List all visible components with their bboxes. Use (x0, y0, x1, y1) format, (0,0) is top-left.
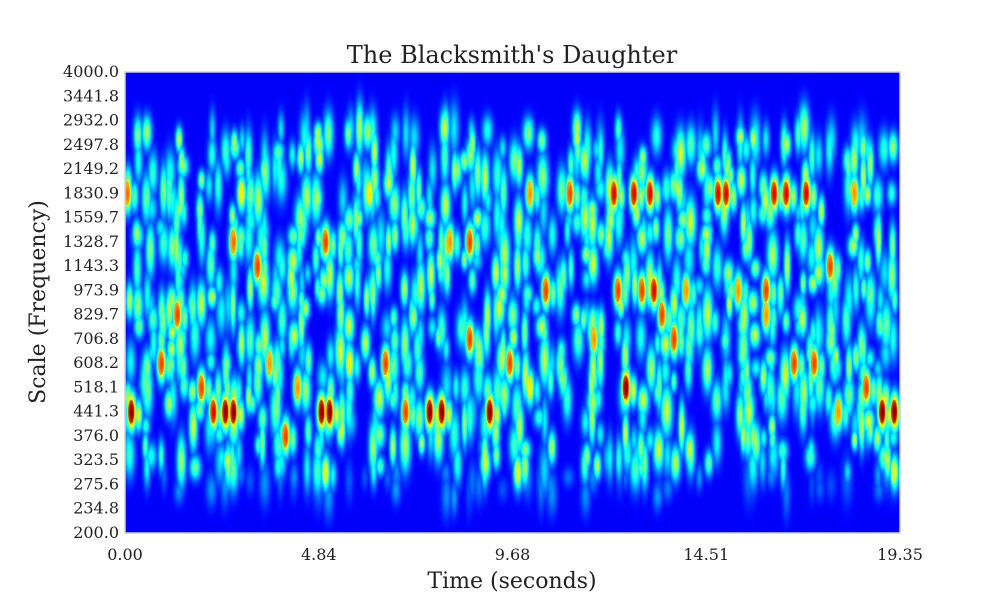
heatmap-hotspot (254, 254, 261, 279)
x-tick-label: 14.51 (683, 545, 729, 564)
y-tick-label: 1328.7 (63, 232, 119, 251)
heatmap-hotspot (238, 181, 245, 206)
heatmap-hotspot (198, 375, 205, 400)
heatmap-hotspot (210, 399, 217, 424)
x-axis-ticks: 0.00 4.84 9.68 14.51 19.35 (107, 545, 923, 564)
heatmap-hotspot (890, 460, 897, 485)
heatmap-hotspot (322, 229, 329, 254)
heatmap-hotspot (125, 181, 131, 206)
heatmap-hotspot (850, 181, 857, 206)
x-tick-label: 0.00 (107, 545, 143, 564)
heatmap-hotspot (790, 351, 797, 376)
y-tick-label: 441.3 (73, 402, 119, 421)
heatmap-hotspot (466, 326, 473, 351)
y-tick-label: 234.8 (73, 499, 119, 518)
heatmap-hotspot (346, 351, 353, 376)
chart-title: The Blacksmith's Daughter (347, 41, 678, 69)
heatmap-hotspot (486, 399, 493, 424)
y-tick-label: 1143.3 (63, 256, 119, 275)
heatmap-hotspot (266, 351, 273, 376)
y-tick-label: 200.0 (73, 523, 119, 542)
heatmap-hotspot (658, 302, 665, 327)
heatmap-hotspot (810, 351, 817, 376)
heatmap-hotspot (722, 181, 729, 206)
y-tick-label: 973.9 (73, 280, 119, 299)
heatmap-hotspot (614, 278, 621, 303)
heatmap-hotspot (322, 460, 329, 485)
plot-area (124, 71, 901, 534)
heatmap-hotspot (382, 351, 389, 376)
y-tick-label: 275.6 (73, 474, 119, 493)
heatmap-hotspot (734, 278, 741, 303)
heatmap-hotspot (590, 326, 597, 351)
y-tick-label: 323.5 (73, 450, 119, 469)
heatmap-hotspot (526, 375, 533, 400)
heatmap-hotspot (294, 375, 301, 400)
heatmap-hotspot (230, 229, 237, 254)
heatmap-hotspot (890, 399, 897, 424)
heatmap-hotspot (826, 254, 833, 279)
heatmap-hotspot (128, 399, 135, 424)
heatmap-hotspot (426, 399, 433, 424)
heatmap-hotspot (802, 181, 809, 206)
heatmap-image (125, 72, 900, 533)
heatmap-hotspot (174, 302, 181, 327)
heatmap-hotspot (506, 351, 513, 376)
heatmap-hotspot (230, 399, 237, 424)
heatmap-hotspot (610, 181, 617, 206)
heatmap-hotspot (282, 423, 289, 448)
y-tick-label: 2149.2 (63, 159, 119, 178)
heatmap-hotspot (878, 399, 885, 424)
y-axis-ticks: 4000.0 3441.8 2932.0 2497.8 2149.2 1830.9 1559… (63, 62, 119, 542)
x-tick-label: 19.35 (877, 545, 923, 564)
heatmap-hotspot (158, 351, 165, 376)
hotspot-layer (125, 181, 897, 485)
heatmap-hotspot (318, 399, 325, 424)
heatmap-hotspot (630, 181, 637, 206)
y-tick-label: 608.2 (73, 353, 119, 372)
heatmap-hotspot (466, 229, 473, 254)
heatmap-hotspot (402, 399, 409, 424)
heatmap-hotspot (714, 181, 721, 206)
y-tick-label: 1559.7 (63, 208, 119, 227)
heatmap-hotspot (670, 326, 677, 351)
heatmap-hotspot (762, 278, 769, 303)
heatmap-hotspot (438, 399, 445, 424)
heatmap-hotspot (682, 278, 689, 303)
heatmap-hotspot (542, 278, 549, 303)
y-tick-label: 3441.8 (63, 86, 119, 105)
heatmap-hotspot (622, 375, 629, 400)
y-tick-label: 829.7 (73, 305, 119, 324)
heatmap-hotspot (638, 278, 645, 303)
heatmap-hotspot (834, 399, 841, 424)
y-axis-label: Scale (Frequency) (26, 200, 51, 404)
heatmap-hotspot (782, 181, 789, 206)
heatmap-hotspot (514, 460, 521, 485)
y-tick-label: 2932.0 (63, 111, 119, 130)
heatmap-hotspot (526, 181, 533, 206)
heatmap-hotspot (862, 375, 869, 400)
y-tick-label: 518.1 (73, 377, 119, 396)
y-tick-label: 1830.9 (63, 183, 119, 202)
x-axis-label: Time (seconds) (427, 569, 596, 594)
heatmap-hotspot (566, 181, 573, 206)
heatmap-hotspot (762, 302, 769, 327)
heatmap-hotspot (650, 278, 657, 303)
heatmap-hotspot (770, 181, 777, 206)
heatmap-hotspot (646, 181, 653, 206)
heatmap-hotspot (366, 181, 373, 206)
plot-frame (124, 71, 901, 534)
y-tick-label: 2497.8 (63, 135, 119, 154)
heatmap-hotspot (446, 229, 453, 254)
heatmap-hotspot (326, 399, 333, 424)
y-tick-label: 376.0 (73, 426, 119, 445)
x-tick-label: 4.84 (301, 545, 337, 564)
y-tick-label: 706.8 (73, 329, 119, 348)
heatmap-hotspot (222, 399, 229, 424)
x-tick-label: 9.68 (495, 545, 531, 564)
y-tick-label: 4000.0 (63, 62, 119, 81)
